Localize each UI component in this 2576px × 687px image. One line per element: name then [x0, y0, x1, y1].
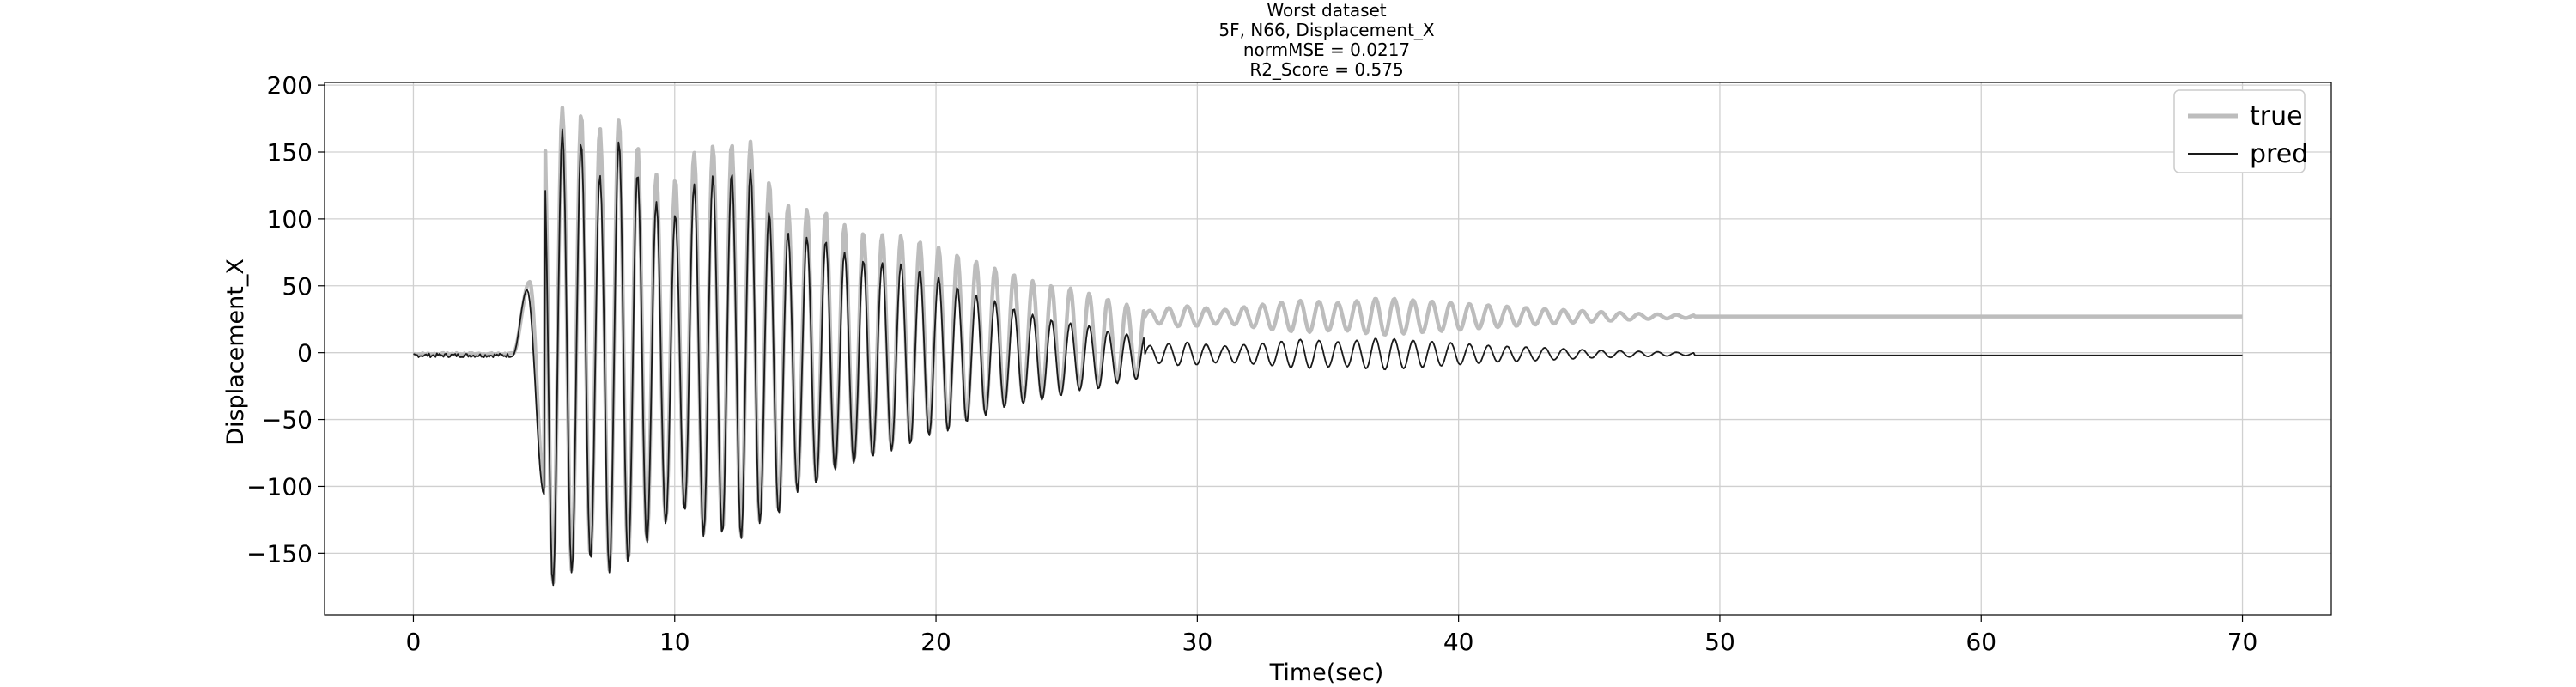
y-tick-label: −150 [246, 539, 313, 568]
y-tick-label: 0 [297, 339, 313, 368]
legend-true-label: true [2250, 101, 2303, 131]
x-tick-label: 70 [2227, 628, 2258, 656]
y-axis-label: Displacement_X [222, 258, 249, 446]
axis-ticks: 0 10 20 30 40 50 60 70 −150 −100 −50 0 50 100 150 200 [246, 71, 2257, 656]
y-tick-label: −100 [246, 472, 313, 501]
legend-pred-label: pred [2250, 139, 2308, 169]
x-tick-label: 10 [659, 628, 690, 656]
title-line-1: Worst dataset [1267, 0, 1386, 21]
x-axis-label: Time(sec) [1269, 660, 1384, 686]
title-line-2: 5F, N66, Displacement_X [1218, 20, 1435, 40]
legend: true pred [2173, 89, 2308, 173]
y-tick-label: 200 [267, 71, 313, 100]
y-tick-label: 50 [282, 272, 313, 301]
x-tick-label: 30 [1182, 628, 1213, 656]
series-true-line [412, 106, 2244, 585]
x-tick-label: 50 [1704, 628, 1735, 656]
legend-box [2173, 89, 2306, 173]
y-tick-label: 100 [267, 205, 313, 234]
series-layer [412, 106, 2244, 587]
x-tick-label: 0 [406, 628, 422, 656]
plot-frame [324, 82, 2332, 616]
x-tick-label: 20 [920, 628, 951, 656]
title-line-3: normMSE = 0.0217 [1243, 40, 1410, 60]
title-line-4: R2_Score = 0.575 [1249, 59, 1403, 80]
x-tick-label: 40 [1443, 628, 1474, 656]
y-tick-label: −50 [262, 406, 313, 435]
x-tick-label: 60 [1965, 628, 1996, 656]
y-tick-label: 150 [267, 138, 313, 167]
chart-title: Worst dataset 5F, N66, Displacement_X no… [1218, 0, 1435, 80]
series-pred-line [413, 128, 2243, 587]
